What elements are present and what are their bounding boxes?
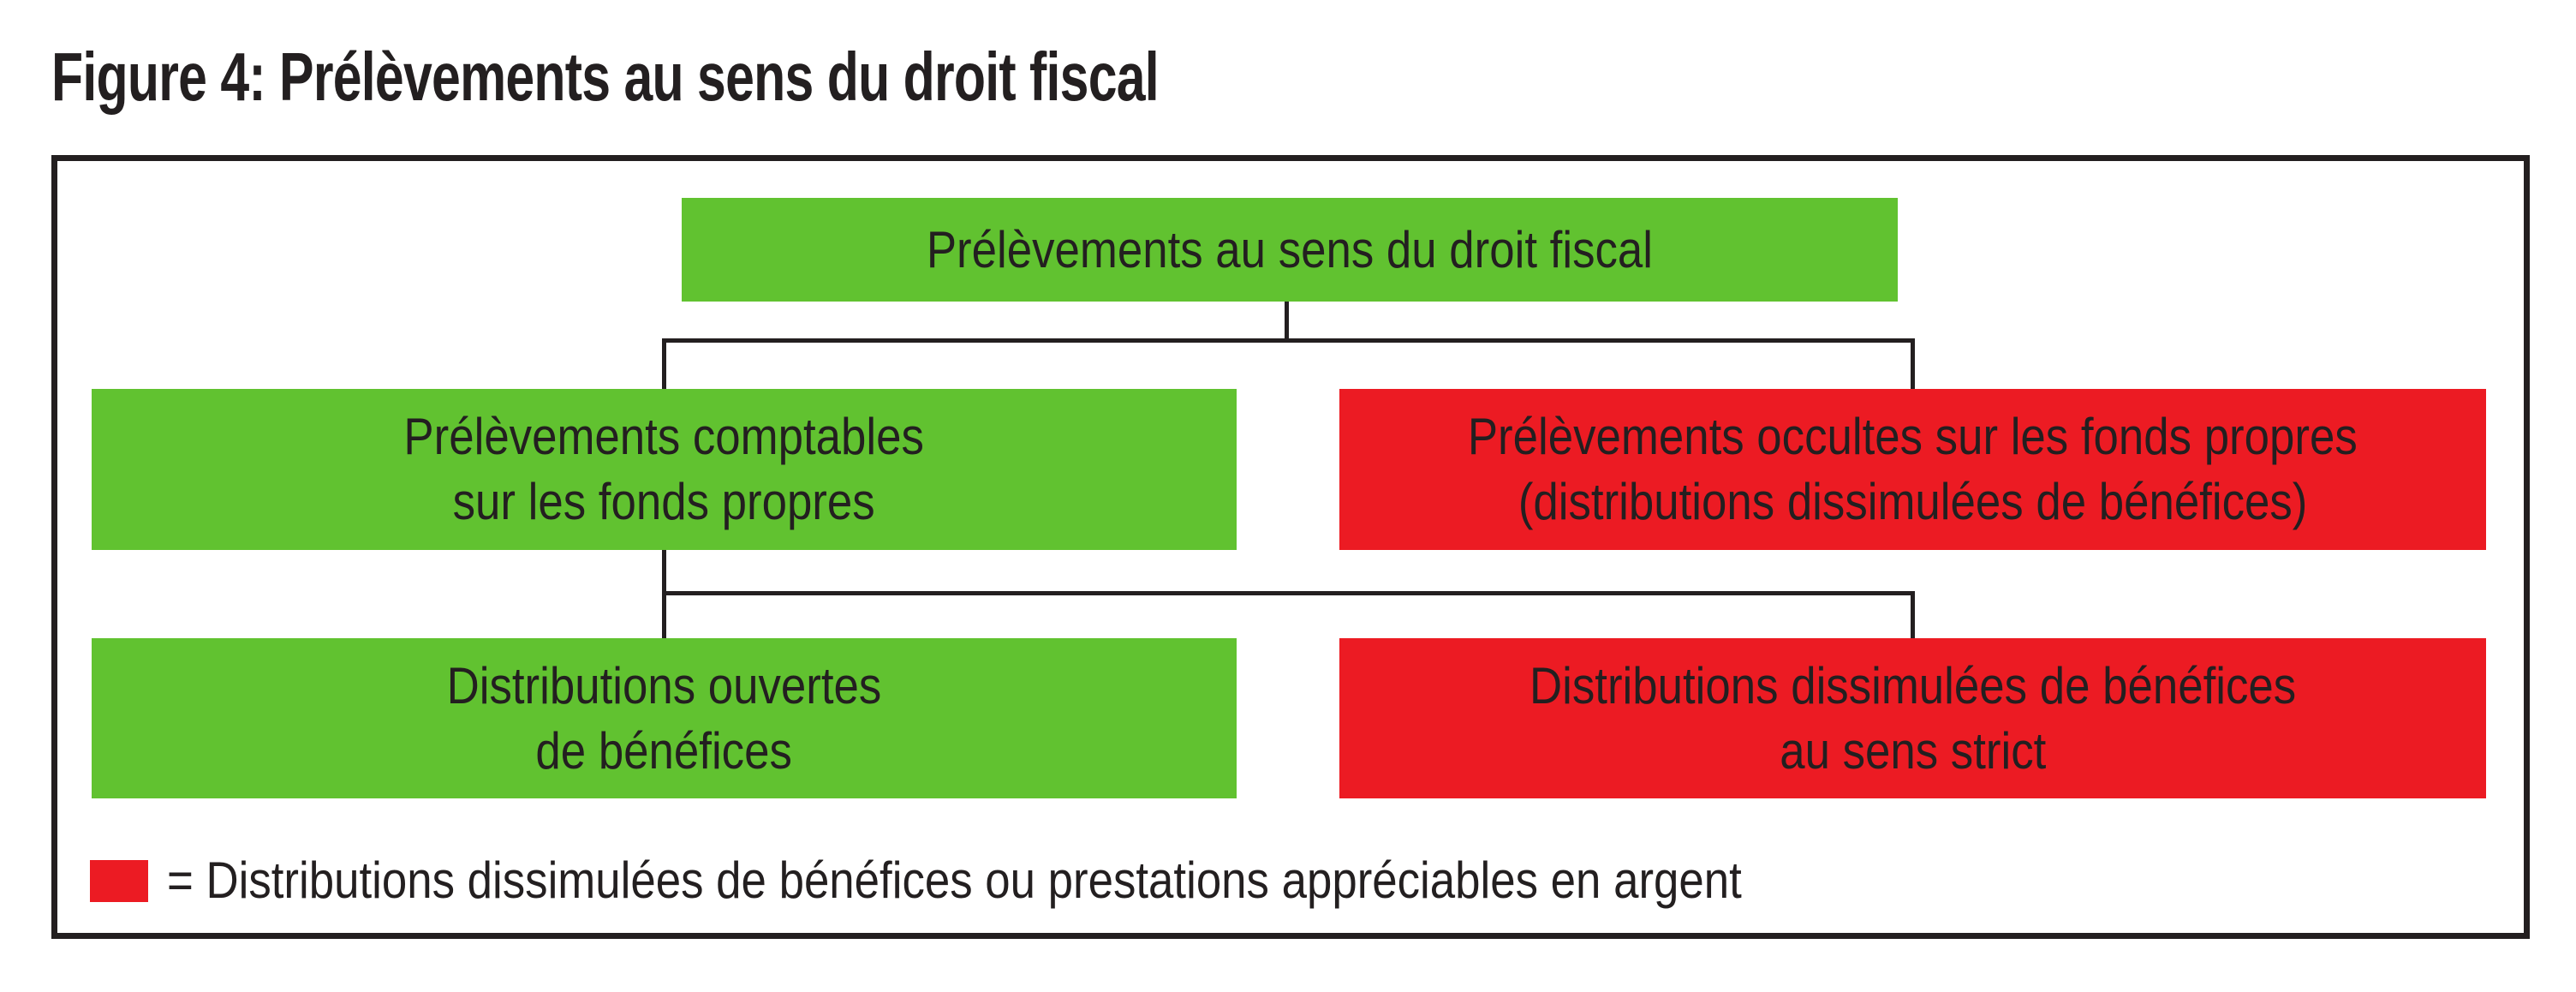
legend-red-swatch-icon xyxy=(90,859,148,902)
node-label-line2: (distributions dissimulées de bénéfices) xyxy=(1518,473,2308,530)
node-prelevements-droit-fiscal: Prélèvements au sens du droit fiscal xyxy=(682,198,1898,302)
node-label-line1: Distributions dissimulées de bénéfices xyxy=(1529,656,2297,714)
connector-level3-bar-line xyxy=(662,591,1915,595)
connector-level2-bar-line xyxy=(662,338,1915,343)
node-label-line1: Distributions ouvertes xyxy=(446,656,882,714)
connector-root-stem-line xyxy=(1285,300,1289,341)
node-distributions-ouvertes: Distributions ouvertes de bénéfices xyxy=(92,638,1237,798)
figure-title: Figure 4: Prélèvements au sens du droit … xyxy=(51,39,1160,115)
legend: = Distributions dissimulées de bénéfices… xyxy=(90,855,1957,906)
node-prelevements-occultes: Prélèvements occultes sur les fonds prop… xyxy=(1339,389,2486,550)
connector-level3-right-drop-line xyxy=(1911,591,1915,638)
node-label-line2: de bénéfices xyxy=(535,721,793,780)
node-distributions-dissimulees-strict: Distributions dissimulées de bénéfices a… xyxy=(1339,638,2486,798)
connector-level2-right-drop-line xyxy=(1911,338,1915,389)
node-label-line1: Prélèvements occultes sur les fonds prop… xyxy=(1468,408,2358,465)
node-label-line2: au sens strict xyxy=(1779,721,2047,780)
node-prelevements-comptables: Prélèvements comptables sur les fonds pr… xyxy=(92,389,1237,550)
legend-label: = Distributions dissimulées de bénéfices… xyxy=(167,852,1742,909)
connector-level2-left-drop-line xyxy=(662,338,666,389)
node-label-line2: sur les fonds propres xyxy=(452,473,876,530)
node-label: Prélèvements au sens du droit fiscal xyxy=(926,220,1654,278)
node-label-line1: Prélèvements comptables xyxy=(403,408,925,465)
